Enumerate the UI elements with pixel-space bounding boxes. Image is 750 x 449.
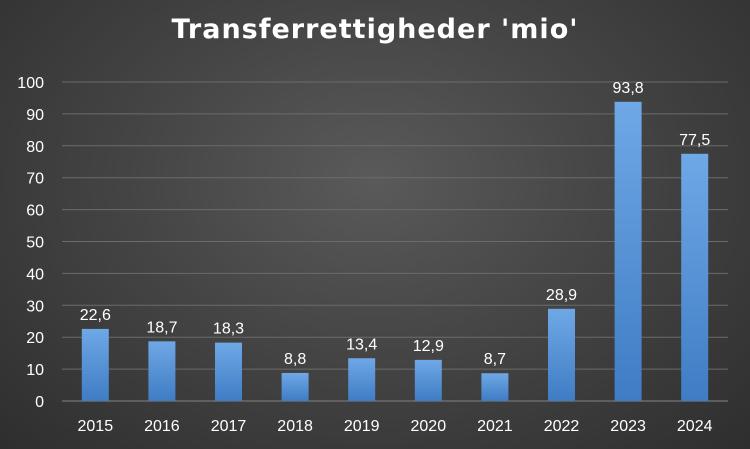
y-tick-label: 30 bbox=[26, 298, 44, 315]
data-label-2023: 93,8 bbox=[613, 80, 644, 97]
x-tick-label-2022: 2022 bbox=[544, 418, 580, 435]
y-tick-label: 60 bbox=[26, 203, 44, 220]
bar-2018 bbox=[281, 372, 309, 401]
x-tick-label-2015: 2015 bbox=[78, 418, 114, 435]
x-axis: 2015 2016 2017 2018 2019 2020 2021 2022 2023 2024 bbox=[78, 418, 713, 435]
bar-2020 bbox=[414, 359, 442, 401]
chart-title: Transferrettigheder 'mio' bbox=[171, 14, 579, 45]
x-tick-label-2016: 2016 bbox=[144, 418, 180, 435]
y-tick-label: 50 bbox=[26, 235, 44, 252]
y-axis: 0 10 20 30 40 50 60 70 80 90 100 bbox=[17, 75, 44, 411]
y-tick-label: 100 bbox=[17, 75, 44, 92]
data-label-2017: 18,3 bbox=[213, 321, 244, 338]
x-tick-label-2017: 2017 bbox=[211, 418, 247, 435]
x-tick-label-2018: 2018 bbox=[277, 418, 313, 435]
data-label-2020: 12,9 bbox=[413, 338, 444, 355]
y-tick-label: 0 bbox=[35, 394, 44, 411]
bar-2016 bbox=[148, 341, 176, 401]
x-tick-label-2019: 2019 bbox=[344, 418, 380, 435]
bar-2019 bbox=[348, 358, 376, 401]
bar-2021 bbox=[481, 373, 509, 401]
data-label-2022: 28,9 bbox=[546, 287, 577, 304]
x-tick-label-2024: 2024 bbox=[677, 418, 713, 435]
y-tick-label: 10 bbox=[26, 362, 44, 379]
data-label-2018: 8,8 bbox=[284, 351, 306, 368]
data-label-2015: 22,6 bbox=[80, 307, 111, 324]
x-tick-label-2020: 2020 bbox=[411, 418, 447, 435]
x-tick-label-2021: 2021 bbox=[477, 418, 513, 435]
bar-2024 bbox=[681, 153, 709, 401]
bar-2023 bbox=[614, 101, 642, 401]
data-label-2021: 8,7 bbox=[484, 351, 506, 368]
y-tick-label: 20 bbox=[26, 330, 44, 347]
y-tick-label: 40 bbox=[26, 266, 44, 283]
bar-layer: 22,6 18,7 18,3 8,8 13,4 12,9 8,7 28,9 93,8 77,5 bbox=[80, 80, 710, 401]
y-tick-label: 80 bbox=[26, 139, 44, 156]
bar-2017 bbox=[215, 342, 242, 401]
y-tick-label: 90 bbox=[26, 107, 44, 124]
data-label-2016: 18,7 bbox=[146, 319, 177, 336]
bar-2015 bbox=[81, 328, 109, 401]
y-tick-label: 70 bbox=[26, 171, 44, 188]
x-tick-label-2023: 2023 bbox=[610, 418, 646, 435]
data-label-2019: 13,4 bbox=[346, 336, 377, 353]
data-label-2024: 77,5 bbox=[679, 132, 710, 149]
bar-2022 bbox=[548, 308, 575, 401]
